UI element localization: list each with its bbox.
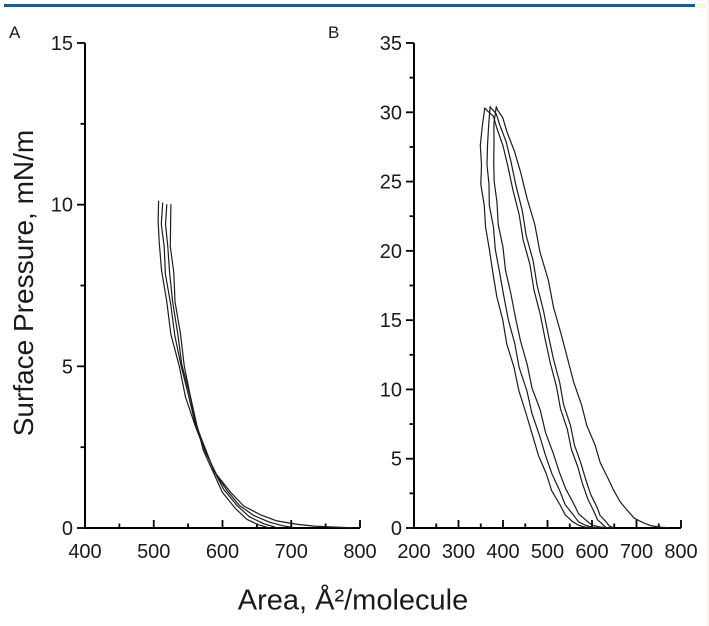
series-cycle-2-compression <box>489 106 615 529</box>
x-tick-label: 500 <box>531 541 564 563</box>
y-tick-label: 25 <box>380 172 402 194</box>
x-tick-label: 700 <box>620 541 653 563</box>
panel-a-label: A <box>9 23 21 42</box>
y-tick-label: 0 <box>62 518 73 540</box>
x-axis-title: Area, Å²/molecule <box>237 584 469 617</box>
x-tick-label: 400 <box>486 541 519 563</box>
y-axis-title: Surface Pressure, mN/m <box>8 129 39 437</box>
top-rule-notch <box>695 3 706 8</box>
x-tick-label: 300 <box>442 541 475 563</box>
series-cycle-2-expansion <box>157 200 353 529</box>
series-cycle-1-compression <box>169 204 269 529</box>
y-tick-label: 10 <box>51 195 73 217</box>
y-tick-label: 35 <box>380 33 402 55</box>
series-cycle-2-expansion <box>486 106 600 529</box>
y-tick-label: 20 <box>380 241 402 263</box>
series-cycle-3-expansion <box>479 107 594 529</box>
x-tick-label: 200 <box>397 541 430 563</box>
x-tick-label: 800 <box>664 541 697 563</box>
y-tick-label: 15 <box>380 310 402 332</box>
y-tick-label: 0 <box>391 518 402 540</box>
x-tick-label: 600 <box>575 541 608 563</box>
x-tick-label: 700 <box>275 541 308 563</box>
x-tick-label: 400 <box>68 541 101 563</box>
y-tick-label: 15 <box>51 33 73 55</box>
panel-b: 200 300 400 500 600 700 800 0 5 10 15 20 25 30 35 <box>380 33 698 563</box>
top-rule <box>4 4 695 7</box>
axis-spines <box>84 43 360 529</box>
page-edge <box>707 0 709 626</box>
panel-a: 400 500 600 700 800 0 5 10 15 <box>51 33 377 563</box>
series-cycle-1-expansion <box>164 204 276 528</box>
x-tick-label: 600 <box>206 541 239 563</box>
y-tick-label: 10 <box>380 379 402 401</box>
series-cycle-2-compression <box>160 202 294 529</box>
y-tick-label: 30 <box>380 102 402 124</box>
x-tick-label: 800 <box>343 541 376 563</box>
series-cycle-3-compression <box>484 107 607 529</box>
y-tick-label: 5 <box>62 356 73 378</box>
panel-b-label: B <box>328 23 340 42</box>
y-tick-label: 5 <box>391 449 402 471</box>
axis-spines <box>413 43 681 529</box>
x-tick-label: 500 <box>137 541 170 563</box>
series-cycle-1-compression <box>495 106 670 529</box>
series-cycle-1-expansion <box>493 106 615 529</box>
